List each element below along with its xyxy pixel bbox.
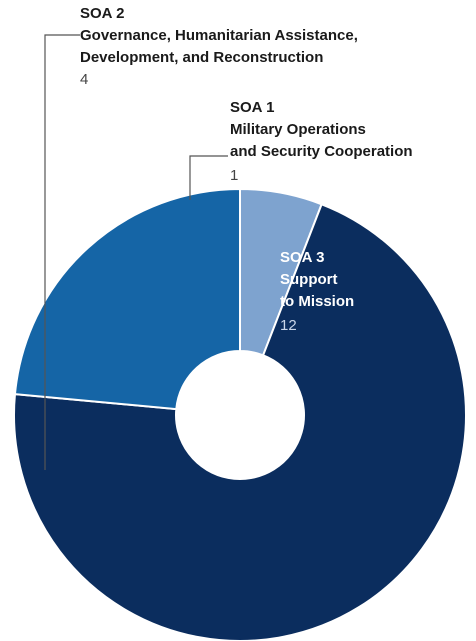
donut-slices xyxy=(13,187,467,641)
soa3-name-line-2: to Mission xyxy=(280,293,354,310)
soa2-name-line-1: Governance, Humanitarian Assistance, xyxy=(80,27,358,44)
soa2-leader-line xyxy=(44,34,80,470)
soa3-slice xyxy=(13,202,467,641)
soa3-value-label: 12 xyxy=(280,317,297,334)
soa2-slice xyxy=(13,187,241,411)
soa1-name-line-2: and Security Cooperation xyxy=(230,143,413,160)
soa2-code-label: SOA 2 xyxy=(80,5,124,22)
soa3-code-label: SOA 3 xyxy=(280,249,324,266)
soa1-code-label: SOA 1 xyxy=(230,99,274,116)
soa2-value-label: 4 xyxy=(80,71,88,88)
soa2-name-line-2: Development, and Reconstruction xyxy=(80,49,323,66)
soa1-leader-line xyxy=(189,155,228,200)
soa1-name-line-1: Military Operations xyxy=(230,121,366,138)
soa3-name-line-1: Support xyxy=(280,271,338,288)
soa1-value-label: 1 xyxy=(230,167,238,184)
